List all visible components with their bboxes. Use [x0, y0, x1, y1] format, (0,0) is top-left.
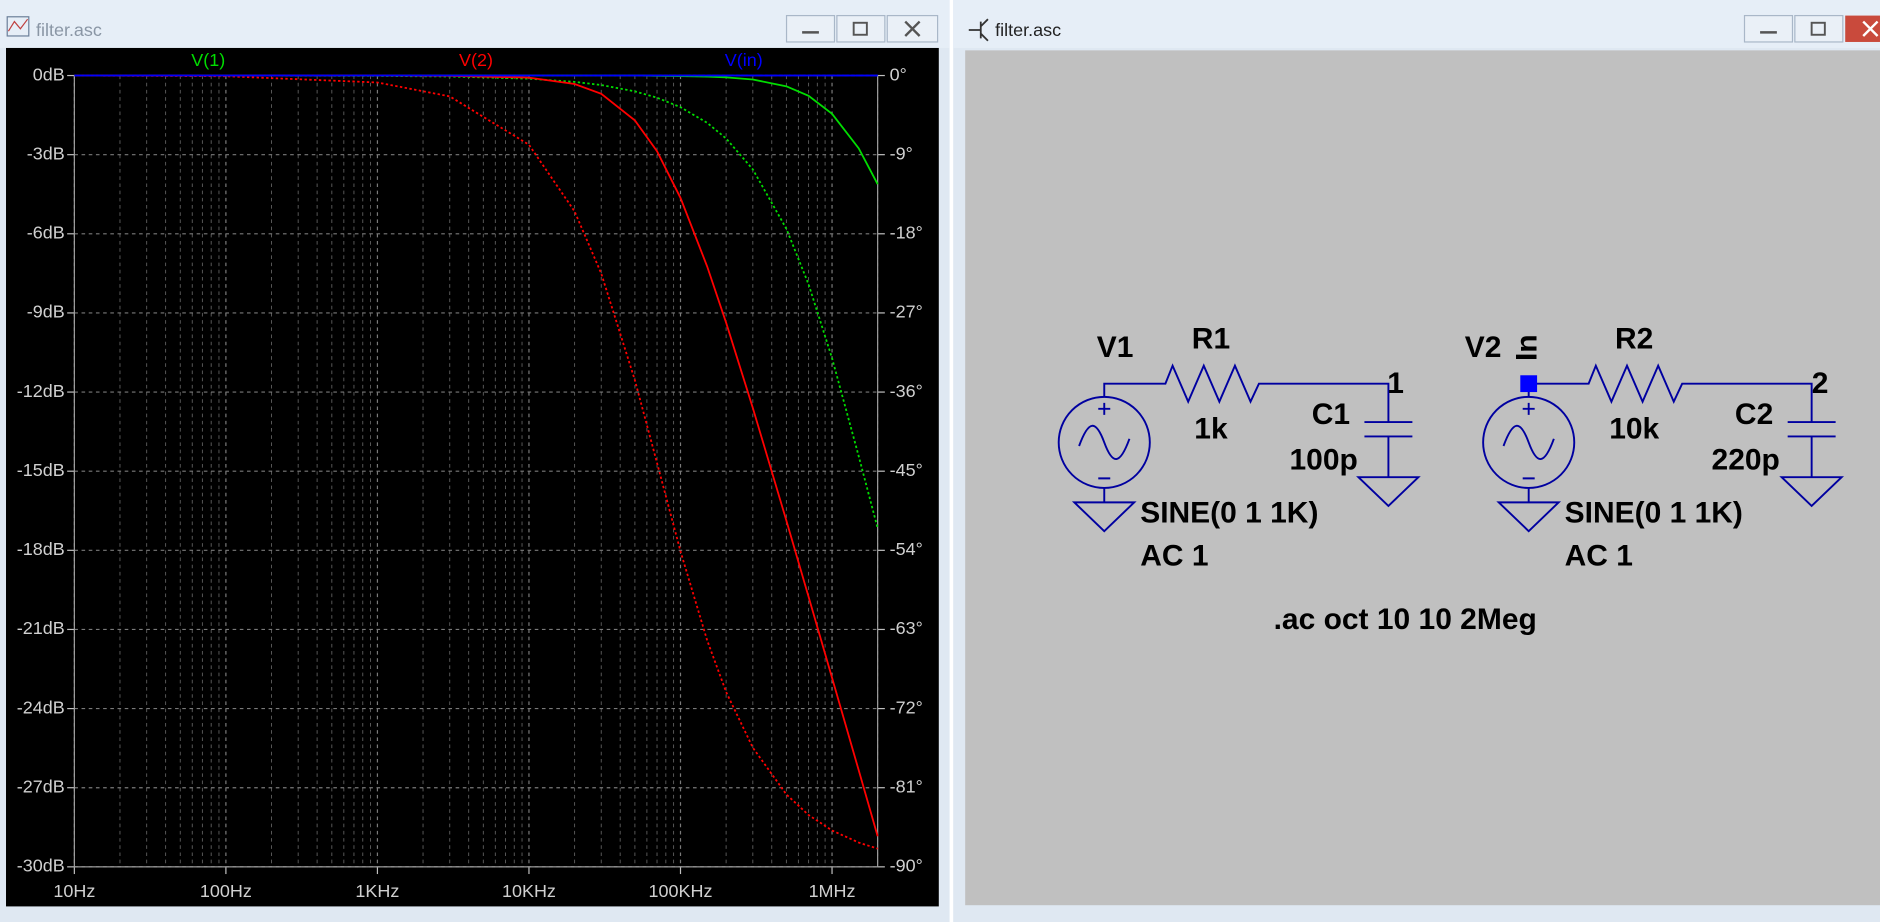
y2-tick-label: -36°: [890, 381, 923, 401]
legend-entry: V(in): [725, 50, 763, 70]
y-tick-label: -27dB: [17, 776, 65, 796]
maximize-icon: [1810, 21, 1826, 36]
component-name: C1: [1312, 398, 1350, 431]
ground: [1496, 487, 1562, 533]
sine-symbol: [1078, 424, 1131, 461]
polarity: [1098, 402, 1111, 480]
x-tick-label: 100Hz: [200, 881, 252, 901]
window-title: filter.asc: [995, 20, 1061, 40]
legend-entry: V(1): [191, 50, 225, 70]
y-tick-label: -3dB: [27, 143, 65, 163]
schematic-canvas: [965, 50, 1880, 906]
component-name: V2: [1465, 331, 1502, 364]
net-flag: [1520, 375, 1538, 393]
close-icon: [904, 20, 921, 37]
y2-tick-label: -81°: [890, 776, 923, 796]
y-tick-label: -21dB: [17, 618, 65, 638]
x-tick-label: 10Hz: [53, 881, 95, 901]
component-value: 10k: [1609, 412, 1659, 445]
y-tick-label: -18dB: [17, 539, 65, 559]
y-tick-label: -6dB: [27, 223, 65, 243]
ground: [1071, 487, 1137, 533]
plot: 10Hz 100Hz 1KHz 10KHz 100KHz 1MHz 0dB -3dB -6dB -…: [17, 50, 923, 901]
y2-tick-label: -90°: [890, 856, 923, 876]
x-tick-label: 100KHz: [649, 881, 713, 901]
component-value: AC 1: [1565, 539, 1633, 572]
y-tick-label: -12dB: [17, 381, 65, 401]
polarity: [1522, 402, 1535, 480]
maximize-icon: [852, 21, 868, 36]
component-name: C2: [1735, 398, 1773, 431]
component-value: SINE(0 1 1K): [1565, 496, 1743, 529]
maximize-button[interactable]: [1794, 14, 1844, 43]
circuit-2: V2 In R2 10k C2 220p 2 SINE(0 1 1K) AC 1: [1465, 322, 1845, 572]
component-value: AC 1: [1140, 539, 1208, 572]
y2-tick-label: -9°: [890, 143, 913, 163]
close-icon: [1862, 20, 1879, 37]
window-title: filter.asc: [36, 20, 102, 40]
component-value: 100p: [1290, 444, 1358, 477]
sine-symbol: [1502, 424, 1555, 461]
circuit-1: V1 R1 1k C1 100p 1 SINE(0 1 1K) AC 1: [1057, 322, 1421, 572]
component-name: V1: [1097, 331, 1134, 364]
y-tick-label: -30dB: [17, 856, 65, 876]
y2-tick-label: -27°: [890, 302, 923, 322]
y2-tick-label: -18°: [890, 223, 923, 243]
plot-area: [6, 47, 939, 907]
y2-tick-label: -63°: [890, 618, 923, 638]
window-icon: [7, 18, 29, 32]
wires: [1103, 363, 1413, 478]
component-value: 220p: [1712, 444, 1780, 477]
y2-tick-label: 0°: [890, 64, 907, 84]
spice-directive: .ac oct 10 10 2Meg: [1274, 603, 1537, 636]
net-label: In: [1511, 334, 1544, 361]
component-value: 1k: [1194, 412, 1228, 445]
node-label: 1: [1387, 367, 1404, 400]
y-tick-label: -15dB: [17, 460, 65, 480]
y-tick-label: -24dB: [17, 697, 65, 717]
ground: [1779, 476, 1845, 508]
title-bar: [953, 0, 1880, 48]
minimize-button[interactable]: [1743, 14, 1794, 43]
node-label: 2: [1812, 367, 1829, 400]
phase-line: [74, 74, 878, 850]
ground: [1356, 476, 1421, 508]
series-layer: [74, 74, 879, 850]
x-tick-label: 1KHz: [355, 881, 399, 901]
legend-entry: V(2): [459, 50, 493, 70]
component-name: R1: [1192, 322, 1230, 355]
y2-tick-label: -72°: [890, 697, 923, 717]
component-name: R2: [1615, 322, 1653, 355]
window-buttons: [1743, 14, 1880, 43]
wires: [1527, 363, 1836, 478]
y2-tick-label: -45°: [890, 460, 923, 480]
close-button[interactable]: [1845, 15, 1880, 42]
component-value: SINE(0 1 1K): [1140, 496, 1318, 529]
maximize-button[interactable]: [836, 14, 886, 43]
window-icon: [968, 18, 989, 42]
minimize-button[interactable]: [785, 14, 836, 43]
y-tick-label: -9dB: [27, 302, 65, 322]
x-tick-label: 1MHz: [809, 881, 856, 901]
x-tick-label: 10KHz: [502, 881, 556, 901]
y-tick-label: 0dB: [33, 64, 65, 84]
y2-tick-label: -54°: [890, 539, 923, 559]
window-buttons: [785, 14, 939, 43]
window-icon: [6, 16, 30, 37]
